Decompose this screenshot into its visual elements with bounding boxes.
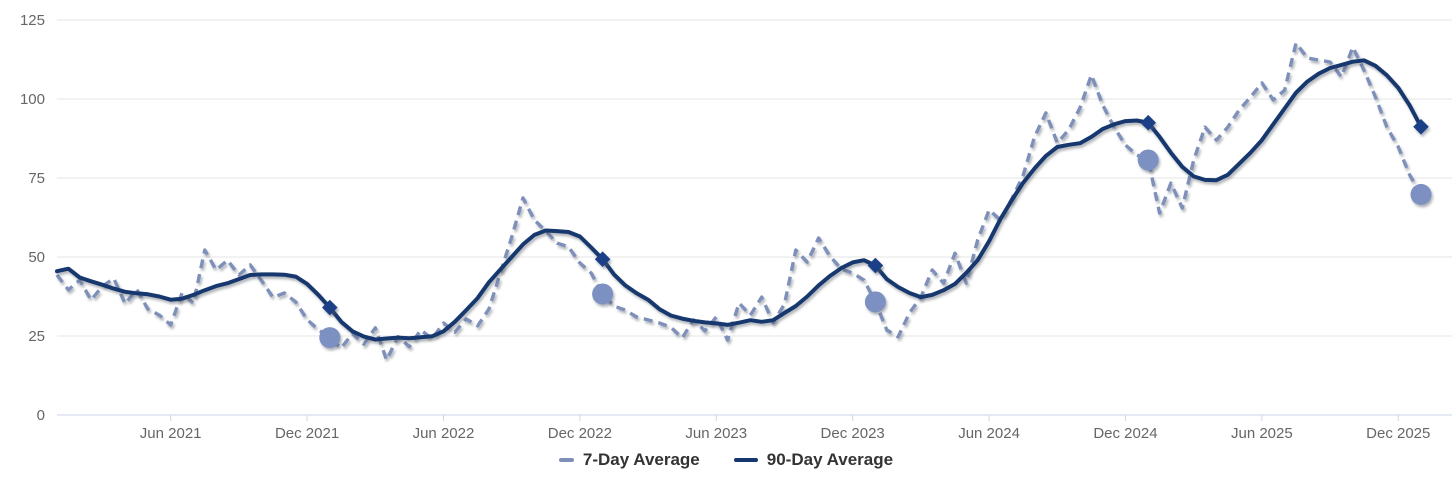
90-day-average-legend-swatch: [733, 458, 758, 462]
7-day-average-line[interactable]: [55, 41, 1423, 362]
x-axis-label: Dec 2022: [548, 425, 612, 442]
year-end-diamond-marker[interactable]: [594, 251, 611, 268]
y-axis-label: 0: [37, 407, 45, 424]
year-end-diamond-marker[interactable]: [1413, 119, 1429, 135]
chart-legend: 7-Day Average 90-Day Average: [0, 450, 1452, 470]
x-axis-label: Dec 2024: [1093, 425, 1157, 442]
year-end-circle-marker[interactable]: [319, 327, 341, 349]
x-axis-label: Jun 2021: [140, 425, 202, 442]
x-axis-label: Dec 2025: [1366, 425, 1430, 442]
y-axis-label: 75: [28, 170, 45, 187]
x-axis-label: Jun 2025: [1231, 425, 1293, 442]
year-end-diamond-marker[interactable]: [322, 299, 338, 316]
year-end-circle-marker[interactable]: [1410, 183, 1432, 205]
year-end-diamond-marker[interactable]: [867, 257, 884, 274]
line-chart: 0 25 50 75 100 125 Jun 2021 Dec 2021 Jun 2022 Dec…: [20, 12, 1452, 442]
legend-item-90-day-average[interactable]: 90-Day Average: [733, 450, 894, 470]
y-axis-label: 50: [28, 249, 45, 266]
90-day-average-line[interactable]: [55, 58, 1423, 342]
x-axis-label: Dec 2021: [275, 425, 339, 442]
90-day-average-legend-label: 90-Day Average: [766, 450, 894, 469]
x-axis-label: Dec 2023: [821, 425, 885, 442]
year-end-circle-marker[interactable]: [592, 283, 614, 305]
legend-item-7-day-average[interactable]: 7-Day Average: [558, 450, 700, 470]
x-axis-label: Jun 2022: [413, 425, 475, 442]
x-axis-label: Jun 2024: [958, 425, 1020, 442]
year-end-circle-marker[interactable]: [1137, 149, 1159, 171]
y-axis-label: 25: [28, 328, 45, 345]
x-axis-label: Jun 2023: [685, 425, 747, 442]
7-day-average-legend-swatch: [558, 458, 574, 462]
y-axis-label: 125: [20, 12, 45, 29]
year-end-circle-marker[interactable]: [864, 291, 886, 313]
year-end-diamond-marker[interactable]: [1140, 114, 1156, 131]
y-axis-label: 100: [20, 91, 45, 108]
7-day-average-legend-label: 7-Day Average: [582, 450, 700, 469]
